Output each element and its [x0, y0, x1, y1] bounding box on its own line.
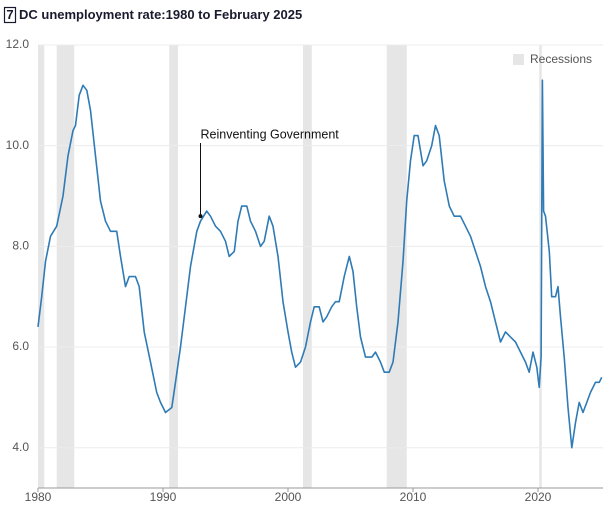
recession-band — [56, 45, 75, 488]
annotation-text: Reinventing Government — [201, 127, 340, 141]
recession-band — [303, 45, 312, 488]
x-tick-label: 1980 — [25, 490, 52, 504]
recession-band — [38, 45, 45, 488]
line-series — [37, 79, 603, 449]
annotation-point — [198, 214, 203, 219]
x-tick-label: 2010 — [400, 490, 427, 504]
y-tick-label: 10.0 — [6, 138, 30, 152]
legend-label: Recessions — [530, 52, 592, 66]
recession-band — [169, 45, 178, 488]
recession-band — [386, 45, 407, 488]
x-tick-label: 1990 — [150, 490, 177, 504]
y-tick-label: 6.0 — [12, 339, 29, 353]
chart-title: DC unemployment rate:1980 to February 20… — [19, 7, 302, 22]
legend-swatch — [513, 54, 524, 65]
y-tick-label: 8.0 — [12, 239, 29, 253]
y-tick-label: 4.0 — [12, 440, 29, 454]
recession-band — [539, 45, 542, 488]
y-tick-label: 12.0 — [6, 37, 30, 51]
x-tick-label: 2000 — [275, 490, 302, 504]
figure-number: 7 — [6, 7, 13, 22]
x-tick-label: 2020 — [525, 490, 552, 504]
figure-number-box — [3, 6, 17, 24]
